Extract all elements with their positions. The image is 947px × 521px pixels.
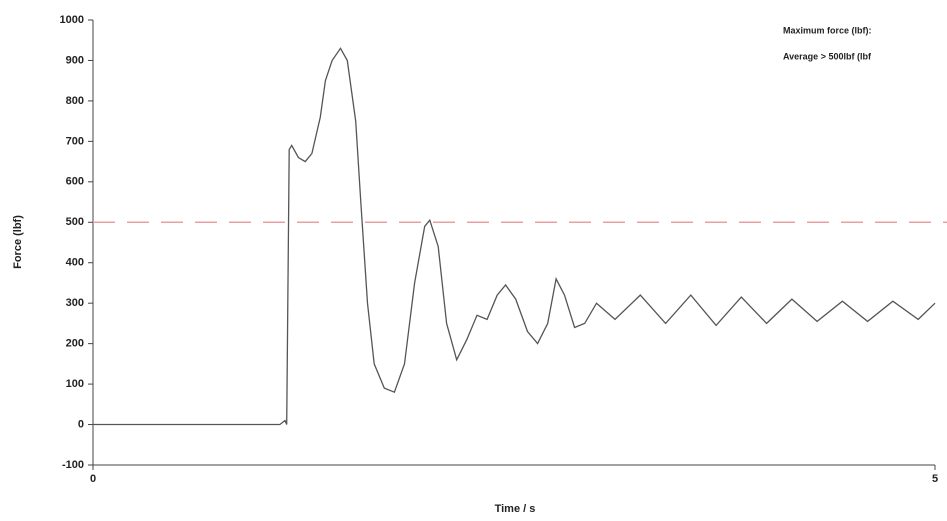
y-tick-label: -100 [62,459,84,471]
y-tick-label: 700 [66,135,84,147]
data-line [93,47,936,426]
y-tick-label: 300 [66,297,84,309]
x-tick-label: 5 [932,473,938,485]
y-tick-label: 100 [66,378,84,390]
y-tick-label: 0 [78,418,84,430]
y-tick-label: 900 [66,54,84,66]
x-axis-label: Time / s [495,503,536,515]
y-tick-label: 1000 [60,14,84,26]
y-tick-label: 400 [66,257,84,269]
y-axis-label: Force (lbf) [12,215,24,269]
y-tick-label: 600 [66,176,84,188]
x-tick-label: 0 [90,473,96,485]
annotation: Average > 500lbf (lbf [783,51,872,61]
y-tick-label: 500 [66,216,84,228]
y-tick-label: 800 [66,95,84,107]
annotation: Maximum force (lbf): [783,25,872,35]
y-tick-label: 200 [66,338,84,350]
